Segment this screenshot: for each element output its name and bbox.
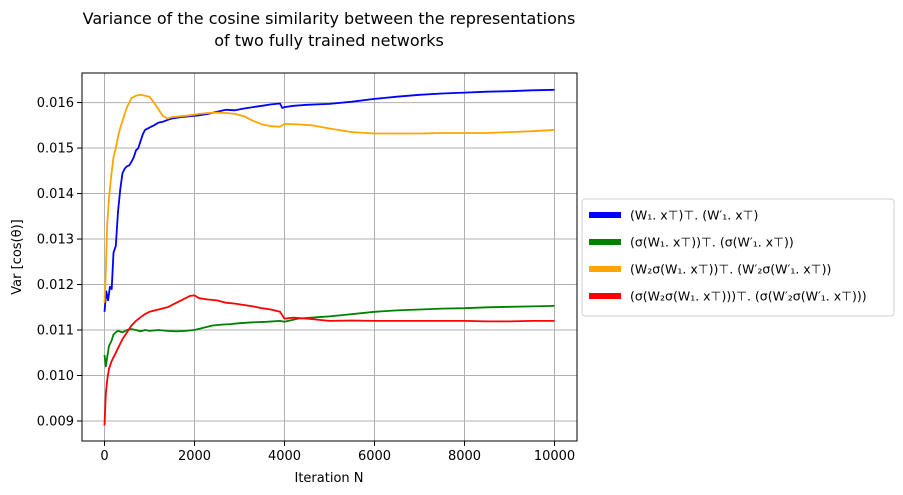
y-tick-label: 0.012: [37, 278, 74, 293]
y-tick-label: 0.015: [37, 142, 74, 157]
series-line-3: [103, 93, 555, 303]
x-tick-label: 8000: [448, 449, 481, 464]
y-tick-label: 0.013: [37, 233, 74, 248]
legend-label-4: (σ(W₂σ(W₁. x⊤)))⊤. (σ(W′₂σ(W′₁. x⊤))): [630, 289, 867, 304]
x-axis-label: Iteration N: [295, 471, 364, 486]
legend-label-2: (σ(W₁. x⊤))⊤. (σ(W′₁. x⊤)): [630, 235, 794, 250]
x-tick-label: 0: [100, 449, 108, 464]
series-line-2: [103, 305, 555, 368]
x-tick-label: 6000: [358, 449, 391, 464]
legend-label-1: (W₁. x⊤)⊤. (W′₁. x⊤): [630, 208, 758, 223]
y-tick-label: 0.010: [37, 369, 74, 384]
x-tick-label: 4000: [268, 449, 301, 464]
grid: [82, 73, 577, 441]
x-tick-label: 2000: [178, 449, 211, 464]
series-line-1: [103, 88, 555, 312]
y-axis-label: Var [cos(θ)]: [10, 219, 25, 294]
plot-frame: [81, 72, 578, 442]
legend-label-3: (W₂σ(W₁. x⊤))⊤. (W′₂σ(W′₁. x⊤)): [630, 262, 831, 277]
y-tick-label: 0.014: [37, 187, 74, 202]
ticks: 0 2000 4000 6000 8000 10000 0.009 0.010 0.011 0.0…: [37, 96, 575, 464]
series-line-4: [103, 294, 555, 426]
legend-box: [581, 198, 895, 317]
y-tick-label: 0.009: [37, 414, 74, 429]
y-tick-label: 0.016: [37, 96, 74, 111]
legend: (W₁. x⊤)⊤. (W′₁. x⊤) (σ(W₁. x⊤))⊤. (σ(W′₁…: [581, 198, 895, 317]
chart-title-line-1: Variance of the cosine similarity betwee…: [83, 9, 576, 28]
chart-title-line-2: of two fully trained networks: [214, 31, 444, 50]
series-layer: [103, 88, 555, 426]
x-tick-label: 10000: [534, 449, 575, 464]
y-tick-label: 0.011: [37, 324, 74, 339]
